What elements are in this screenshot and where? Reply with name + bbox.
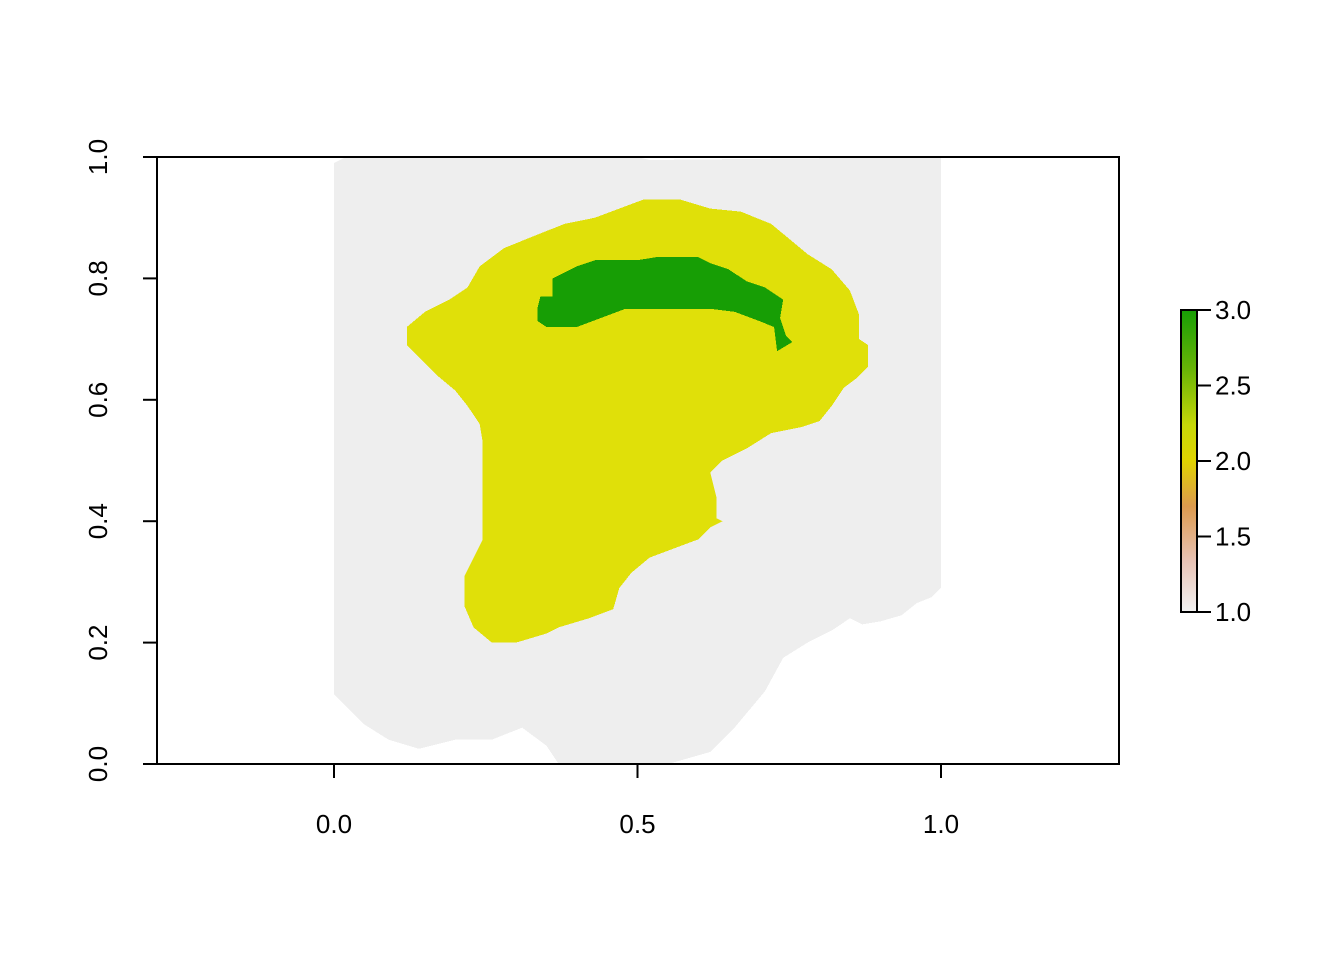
x-tick-label: 1.0 xyxy=(923,809,959,839)
colorbar-tick-label: 1.0 xyxy=(1215,597,1251,627)
x-tick-label: 0.0 xyxy=(316,809,352,839)
y-tick-label: 0.6 xyxy=(83,382,113,418)
colorbar xyxy=(1180,309,1198,613)
colorbar-tick-label: 2.0 xyxy=(1215,446,1251,476)
colorbar-legend: 1.0 1.5 2.0 2.5 3.0 xyxy=(1180,295,1251,627)
y-tick-label: 0.4 xyxy=(83,503,113,539)
colorbar-tick-label: 3.0 xyxy=(1215,295,1251,325)
colorbar-tick-label: 2.5 xyxy=(1215,371,1251,401)
y-tick-label: 0.8 xyxy=(83,260,113,296)
y-tick-label: 0.2 xyxy=(83,625,113,661)
y-tick-label: 1.0 xyxy=(83,139,113,175)
x-tick-label: 0.5 xyxy=(619,809,655,839)
raster-class-3 xyxy=(537,257,793,352)
raster-layer xyxy=(334,157,941,764)
colorbar-tick-label: 1.5 xyxy=(1215,522,1251,552)
x-axis: 0.0 0.5 1.0 xyxy=(316,763,959,839)
y-axis: 0.0 0.2 0.4 0.6 0.8 1.0 xyxy=(83,139,158,782)
y-tick-label: 0.0 xyxy=(83,746,113,782)
